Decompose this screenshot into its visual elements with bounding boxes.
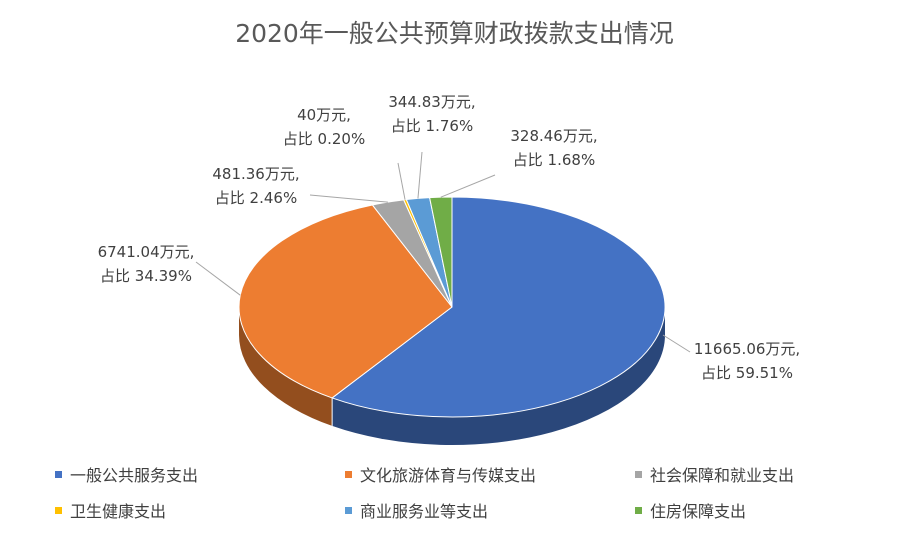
legend-swatch bbox=[55, 470, 62, 478]
legend-label: 卫生健康支出 bbox=[70, 502, 167, 521]
pie-data-labels: 11665.06万元, 占比 59.51% 6741.04万元, 占比 34.39% 4… bbox=[98, 93, 801, 382]
leader-line-5 bbox=[440, 174, 496, 198]
leader-line-4 bbox=[417, 151, 423, 199]
pie-top bbox=[238, 196, 666, 418]
data-label-2-1: 占比 2.46% bbox=[215, 189, 297, 207]
legend-item: 商业服务业等支出 bbox=[345, 498, 635, 522]
legend-label: 一般公共服务支出 bbox=[70, 466, 199, 485]
pie-slice-1 bbox=[238, 204, 453, 399]
legend-swatch bbox=[345, 470, 352, 478]
data-label-2-0: 481.36万元, bbox=[212, 165, 299, 183]
data-label-5-1: 占比 1.68% bbox=[513, 151, 595, 169]
chart-title: 2020年一般公共预算财政拨款支出情况 bbox=[235, 19, 674, 48]
legend-item: 住房保障支出 bbox=[635, 498, 875, 522]
legend-item: 社会保障和就业支出 bbox=[635, 462, 875, 486]
leader-line-2 bbox=[309, 194, 388, 203]
pie-side-1 bbox=[239, 307, 333, 426]
legend-label: 文化旅游体育与传媒支出 bbox=[360, 466, 537, 485]
legend-item: 一般公共服务支出 bbox=[55, 462, 345, 486]
legend-item: 文化旅游体育与传媒支出 bbox=[345, 462, 635, 486]
data-label-3-1: 占比 0.20% bbox=[283, 130, 365, 148]
legend-swatch bbox=[345, 506, 352, 514]
pie-sides bbox=[239, 307, 665, 445]
legend-swatch bbox=[635, 470, 642, 478]
pie-slice-0 bbox=[331, 196, 666, 418]
legend-item: 卫生健康支出 bbox=[55, 498, 345, 522]
data-label-4-1: 占比 1.76% bbox=[391, 117, 473, 135]
data-label-1-0: 6741.04万元, bbox=[98, 243, 195, 261]
data-label-4-0: 344.83万元, bbox=[388, 93, 475, 111]
legend-swatch bbox=[635, 506, 642, 514]
data-label-1-1: 占比 34.39% bbox=[100, 267, 192, 285]
data-label-3-0: 40万元, bbox=[297, 106, 351, 124]
legend-label: 商业服务业等支出 bbox=[360, 502, 489, 521]
legend: 一般公共服务支出 文化旅游体育与传媒支出 社会保障和就业支出卫生健康支出 商业服务业等… bbox=[55, 462, 875, 522]
data-label-0-0: 11665.06万元, bbox=[694, 340, 800, 358]
leader-line-1 bbox=[195, 261, 241, 296]
pie-leader-lines bbox=[195, 151, 691, 353]
leader-line-3 bbox=[397, 162, 406, 200]
pie-side-0 bbox=[332, 307, 665, 445]
data-label-5-0: 328.46万元, bbox=[510, 127, 597, 145]
legend-label: 社会保障和就业支出 bbox=[650, 466, 795, 485]
leader-line-0 bbox=[662, 334, 691, 353]
legend-swatch bbox=[55, 506, 62, 514]
data-label-0-1: 占比 59.51% bbox=[701, 364, 793, 382]
legend-label: 住房保障支出 bbox=[650, 502, 747, 521]
